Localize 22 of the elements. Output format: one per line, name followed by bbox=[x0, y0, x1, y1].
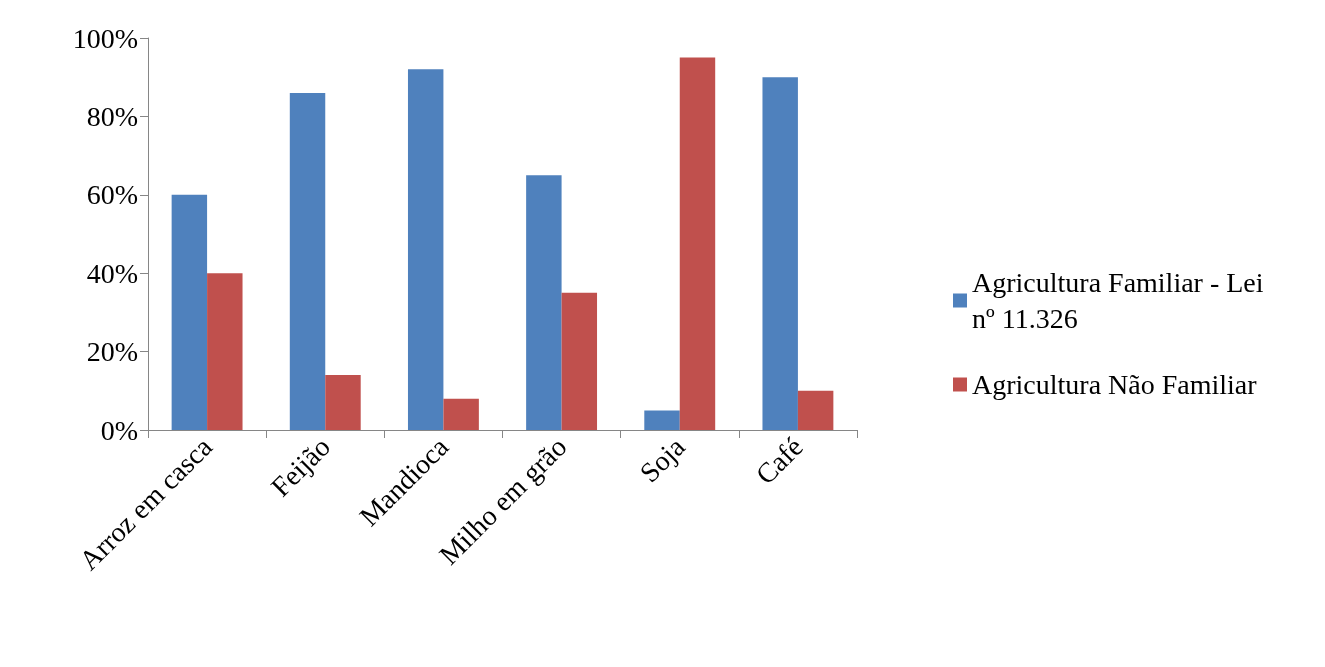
bar bbox=[407, 69, 444, 430]
bar bbox=[762, 77, 798, 430]
legend-label: Agricultura Não Familiar bbox=[972, 369, 1258, 400]
bar bbox=[561, 292, 598, 430]
y-tick-label: 20% bbox=[86, 336, 138, 368]
bar bbox=[679, 57, 716, 430]
bar bbox=[171, 194, 208, 430]
legend-label: Agricultura Familiar - Lei nº 11.326 bbox=[972, 267, 1271, 334]
bar bbox=[644, 410, 680, 430]
bar bbox=[797, 390, 834, 430]
y-tick-label: 100% bbox=[72, 22, 138, 54]
bar bbox=[526, 175, 562, 430]
x-tick-label: Café bbox=[749, 431, 809, 491]
x-tick-label: Soja bbox=[633, 430, 692, 489]
bar bbox=[325, 375, 361, 430]
y-tick-label: 60% bbox=[86, 179, 138, 211]
bar bbox=[443, 398, 479, 430]
y-tick-label: 40% bbox=[86, 257, 138, 289]
y-tick-label: 80% bbox=[86, 100, 138, 132]
bar bbox=[289, 92, 326, 430]
y-tick-label: 0% bbox=[100, 414, 138, 446]
bar bbox=[207, 273, 243, 430]
